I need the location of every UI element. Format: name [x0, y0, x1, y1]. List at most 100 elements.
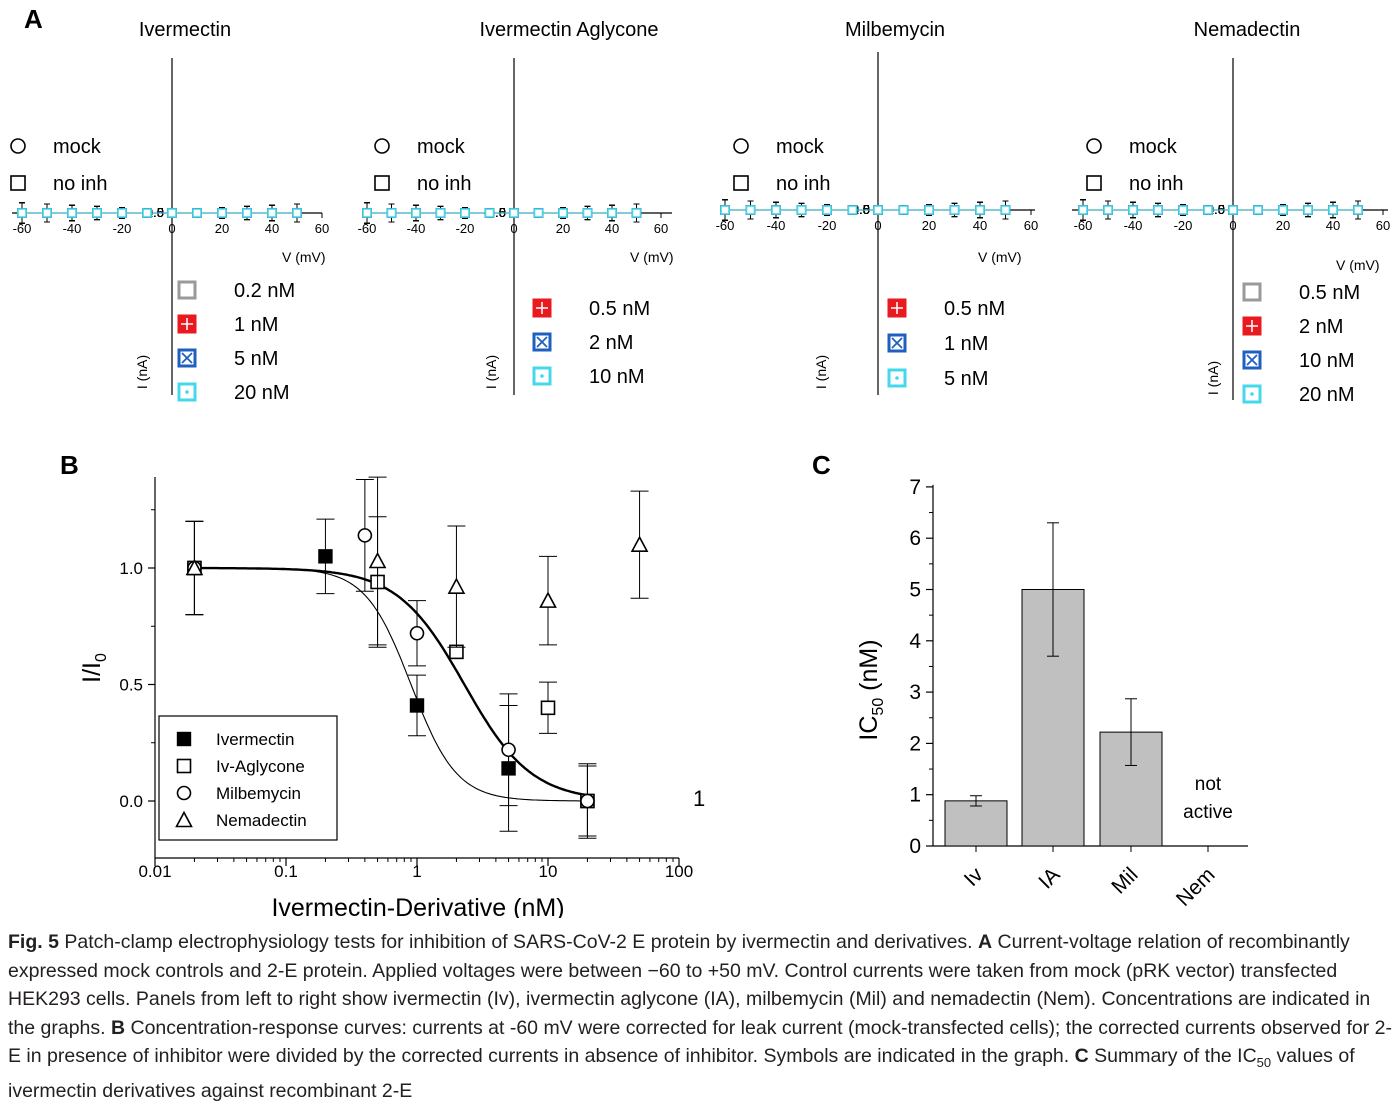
- data-point: [1103, 205, 1113, 215]
- y-tick-label: 5: [909, 579, 921, 602]
- legend-marker-mock: [374, 138, 390, 154]
- x-tick-label: 60: [1376, 218, 1390, 233]
- y-axis-label-subscript: 50: [870, 698, 887, 716]
- iv-chart-ivermectin-aglycone: Ivermectin Aglycone-60 -40 -20 0 20 40 60-1.0-…: [358, 19, 674, 395]
- series-nemadectin: [185, 476, 649, 648]
- legend-marker-mock: [733, 138, 749, 154]
- data-point: [42, 208, 52, 218]
- data-point: [1353, 205, 1363, 215]
- data-point: [720, 205, 730, 215]
- side-label: 1: [693, 786, 705, 811]
- bar-iv: [944, 800, 1008, 847]
- data-point: [17, 208, 27, 218]
- legend-label-2-nm: 2 nM: [1299, 316, 1343, 338]
- x-tick-label: 1: [412, 862, 421, 881]
- caption-label-c: C: [1074, 1045, 1089, 1067]
- data-point: [539, 591, 557, 608]
- legend-marker-dot: [185, 390, 189, 394]
- legend-label-no-inh: no inh: [53, 173, 108, 195]
- data-point: [501, 742, 516, 758]
- x-tick-label: 60: [1024, 218, 1038, 233]
- x-tick-label: 40: [605, 221, 619, 236]
- x-tick-label: -60: [13, 221, 32, 236]
- data-point: [192, 208, 202, 218]
- legend-marker-cross: [181, 352, 193, 364]
- data-point: [1153, 205, 1163, 215]
- data-point: [167, 208, 177, 218]
- data-point: [630, 535, 649, 553]
- x-axis-label: Ivermectin-Derivative (nM): [271, 894, 564, 918]
- series-20-nm: [1078, 199, 1363, 221]
- data-point: [607, 208, 617, 218]
- legend-marker-iv-aglycone: [176, 758, 192, 774]
- x-tick-label: -60: [716, 218, 735, 233]
- caption-part-2: Current-voltage relation of recombinantl…: [8, 931, 1371, 1039]
- x-tick-label: 20: [922, 218, 936, 233]
- fit-curve-milbemycin-fit: [194, 566, 588, 797]
- x-tick-label-mil: Mil: [1107, 863, 1142, 898]
- legend-marker-no-inh: [374, 175, 390, 191]
- data-point: [409, 625, 425, 641]
- data-point: [558, 208, 568, 218]
- data-point: [1000, 205, 1011, 215]
- y-tick-label: 0.5: [119, 676, 143, 695]
- y-axis-label: I (nA): [1205, 361, 1221, 395]
- y-tick-label: 1.0: [119, 559, 143, 578]
- x-tick-label: -40: [767, 218, 786, 233]
- x-tick-label: 0: [874, 218, 881, 233]
- legend-label-iv-aglycone: Iv-Aglycone: [216, 757, 305, 776]
- figure-5: A B C Ivermectin-60 -40 -20 0 20 40 60-1.0-0.5…: [10, 4, 1390, 918]
- x-tick-label: 0: [168, 221, 175, 236]
- legend-label-20-nm: 20 nM: [234, 382, 290, 404]
- data-point: [924, 205, 934, 215]
- legend-marker-mock: [10, 138, 26, 154]
- data-point: [318, 549, 333, 564]
- iv-chart-title: Nemadectin: [1194, 19, 1301, 41]
- data-point: [771, 205, 781, 215]
- legend-label-0-5-nm: 0.5 nM: [944, 298, 1005, 320]
- x-axis-label: V (mV): [978, 249, 1022, 265]
- legend-label-no-inh: no inh: [1129, 173, 1184, 195]
- x-tick-label: -40: [1124, 218, 1143, 233]
- iv-chart-nemadectin: Nemadectin-60 -40 -20 0 20 40 60-1.0-0.50.00.5…: [1072, 19, 1390, 406]
- legend-label-0-5-nm: 0.5 nM: [1299, 282, 1360, 304]
- caption-part-5: values of ivermectin derivatives against…: [8, 1045, 1355, 1103]
- legend-marker-no-inh: [1086, 175, 1102, 191]
- x-tick-label: 20: [215, 221, 229, 236]
- caption-fig-label: Fig. 5: [8, 931, 59, 953]
- series-10-nm: [362, 202, 642, 224]
- data-point: [362, 208, 372, 218]
- x-tick-label-ia: IA: [1034, 863, 1064, 893]
- x-tick-label: -20: [818, 218, 837, 233]
- legend-label-mock: mock: [1129, 136, 1178, 158]
- caption-label-b: B: [110, 1016, 126, 1039]
- data-point: [949, 205, 960, 215]
- caption-part-4: Summary of the IC: [1088, 1045, 1257, 1067]
- panel-a-iv-curves: Ivermectin-60 -40 -20 0 20 40 60-1.0-0.50.00.5…: [10, 19, 1390, 406]
- y-tick-label: 6: [909, 527, 921, 550]
- iv-chart-title: Ivermectin: [139, 19, 231, 41]
- y-tick-label: 4: [909, 630, 921, 653]
- x-tick-label: -20: [113, 221, 132, 236]
- x-tick-label: 0: [1229, 218, 1236, 233]
- x-tick-label: 60: [315, 221, 329, 236]
- data-point: [1253, 205, 1263, 215]
- legend-label-1-nm: 1 nM: [234, 314, 278, 336]
- x-tick-label: -40: [63, 221, 82, 236]
- legend-label-mock: mock: [417, 136, 466, 158]
- data-point: [242, 208, 252, 218]
- legend-marker-dot: [1250, 392, 1254, 396]
- y-axis-label-subscript: 0: [93, 653, 110, 662]
- x-tick-label: 20: [556, 221, 570, 236]
- data-point: [873, 205, 883, 215]
- x-tick-label: 40: [1326, 218, 1340, 233]
- data-point: [267, 208, 277, 218]
- data-point: [357, 528, 373, 543]
- legend-marker-ivermectin: [176, 731, 192, 747]
- x-tick-label: 0.01: [138, 862, 171, 881]
- y-axis-label: I/I0: [78, 653, 110, 683]
- x-tick-label: -20: [1174, 218, 1193, 233]
- legend-marker-dot: [540, 374, 544, 378]
- data-point: [796, 205, 807, 215]
- x-tick-label: -40: [407, 221, 426, 236]
